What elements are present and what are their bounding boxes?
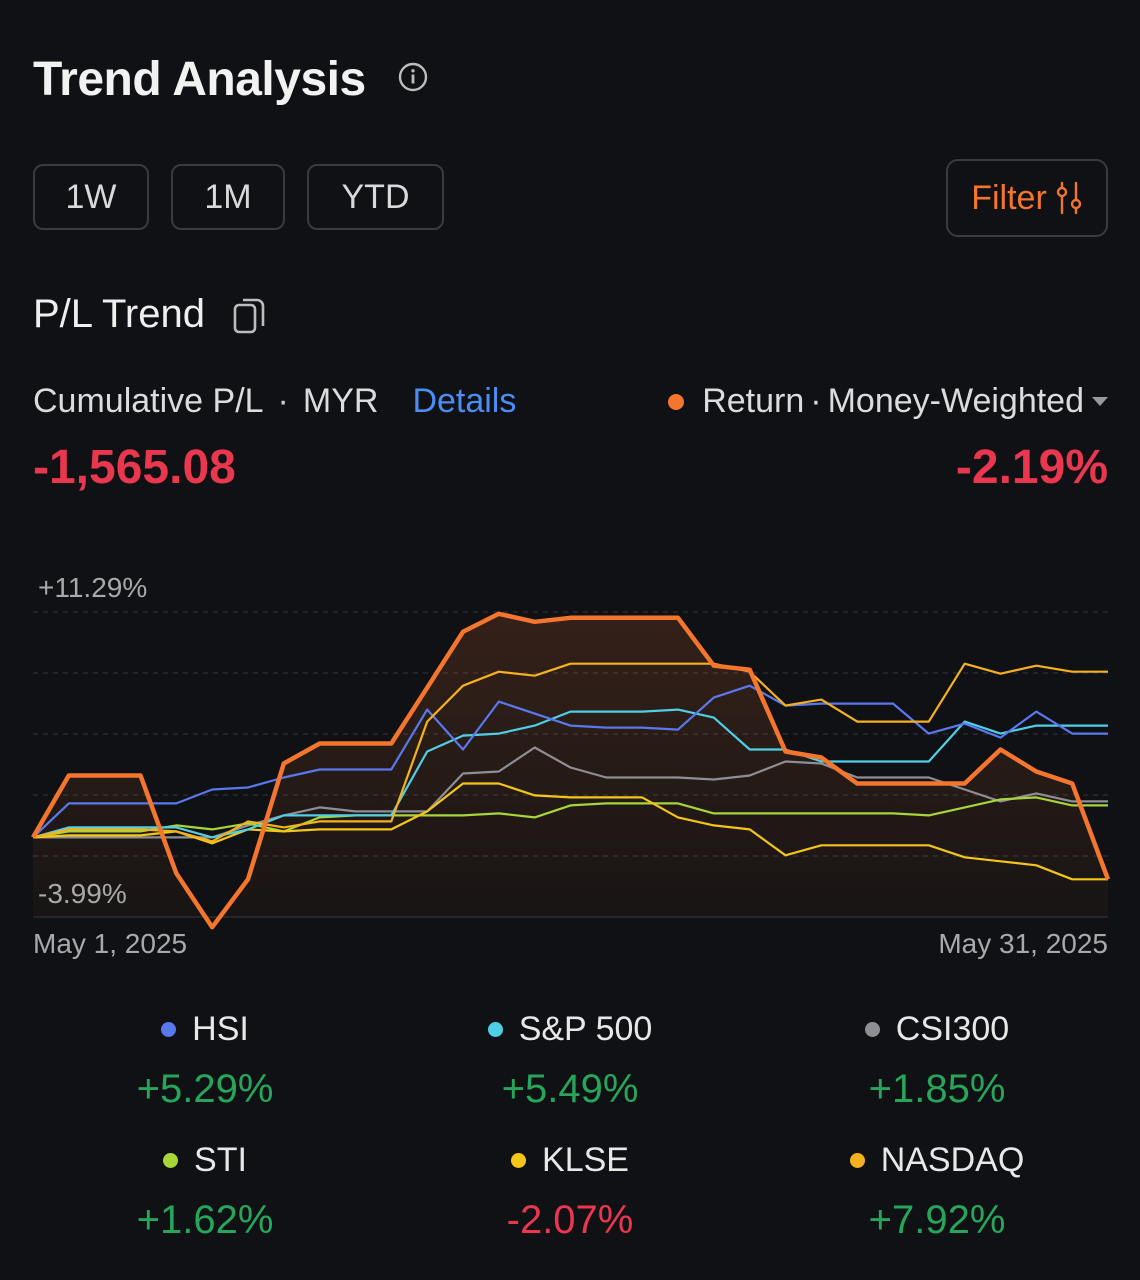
benchmark-label: KLSE bbox=[542, 1141, 629, 1179]
legend-dot bbox=[849, 1153, 865, 1168]
return-label: Return bbox=[702, 382, 805, 420]
legend-dot bbox=[864, 1022, 880, 1037]
filter-label: Filter bbox=[971, 178, 1047, 217]
return-dot bbox=[668, 393, 685, 410]
benchmark-csi300[interactable]: CSI300 +1.85% bbox=[787, 1010, 1087, 1112]
series-line-hsi bbox=[32, 684, 1108, 839]
benchmark-nasdaq[interactable]: NASDAQ +7.92% bbox=[787, 1141, 1087, 1243]
series-line-sti bbox=[32, 796, 1108, 839]
benchmark-label: HSI bbox=[192, 1010, 249, 1048]
sliders-icon bbox=[1056, 181, 1081, 215]
y-axis-bottom-label: -3.99% bbox=[38, 878, 127, 909]
benchmark-value: +1.62% bbox=[136, 1198, 274, 1242]
legend-dot bbox=[161, 1022, 177, 1037]
separator: · bbox=[810, 382, 822, 420]
benchmark-value: +5.29% bbox=[136, 1067, 274, 1111]
benchmark-label: S&P 500 bbox=[518, 1010, 653, 1048]
series-line-s-p-500 bbox=[32, 708, 1108, 839]
page-title: Trend Analysis bbox=[33, 53, 366, 106]
legend-dot bbox=[487, 1022, 503, 1037]
benchmark-name: CSI300 bbox=[787, 1010, 1087, 1049]
legend-dot bbox=[511, 1153, 527, 1168]
period-1m-button[interactable]: 1M bbox=[171, 164, 285, 230]
series-line-return bbox=[31, 611, 1111, 930]
filter-button[interactable]: Filter bbox=[946, 159, 1108, 237]
section-title: P/L Trend bbox=[33, 292, 205, 336]
benchmark-hsi[interactable]: HSI +5.29% bbox=[55, 1010, 355, 1112]
caret-down-icon bbox=[1092, 397, 1108, 406]
return-mode-selector[interactable]: Return · Money-Weighted bbox=[668, 382, 1108, 421]
benchmark-sti[interactable]: STI +1.62% bbox=[55, 1141, 355, 1243]
cumulative-label: Cumulative P/L bbox=[33, 382, 264, 420]
x-axis-end-label: May 31, 2025 bbox=[938, 928, 1108, 959]
benchmark-klse[interactable]: KLSE -2.07% bbox=[420, 1141, 720, 1243]
benchmark-label: STI bbox=[194, 1141, 247, 1179]
benchmark-value: -2.07% bbox=[506, 1198, 634, 1242]
y-axis-top-label: +11.29% bbox=[38, 572, 148, 603]
period-1w-button[interactable]: 1W bbox=[33, 164, 149, 230]
period-ytd-button[interactable]: YTD bbox=[307, 164, 444, 230]
benchmark-s-p-500[interactable]: S&P 500 +5.49% bbox=[420, 1010, 720, 1112]
copy-icon[interactable] bbox=[232, 295, 270, 335]
benchmark-label: CSI300 bbox=[895, 1010, 1010, 1048]
benchmark-value: +5.49% bbox=[501, 1067, 639, 1111]
info-circle-icon[interactable] bbox=[398, 62, 428, 92]
cumulative-value: -1,565.08 bbox=[33, 441, 236, 494]
return-area-fill bbox=[33, 613, 1108, 928]
details-link[interactable]: Details bbox=[412, 382, 517, 420]
benchmark-label: NASDAQ bbox=[880, 1141, 1025, 1179]
series-line-klse bbox=[32, 782, 1108, 881]
benchmark-name: S&P 500 bbox=[420, 1010, 720, 1049]
benchmark-value: +1.85% bbox=[868, 1067, 1006, 1111]
legend-dot bbox=[163, 1153, 179, 1168]
series-line-nasdaq bbox=[32, 662, 1108, 843]
pl-trend-chart bbox=[31, 611, 1111, 930]
benchmark-name: HSI bbox=[55, 1010, 355, 1049]
benchmark-name: NASDAQ bbox=[787, 1141, 1087, 1180]
benchmark-name: KLSE bbox=[420, 1141, 720, 1180]
x-axis-start-label: May 1, 2025 bbox=[33, 928, 188, 959]
benchmark-value: +7.92% bbox=[868, 1198, 1006, 1242]
benchmark-name: STI bbox=[55, 1141, 355, 1180]
separator: · bbox=[277, 382, 289, 420]
cumulative-header: Cumulative P/L · MYR Details bbox=[33, 382, 516, 421]
return-mode: Money-Weighted bbox=[827, 382, 1084, 420]
return-value: -2.19% bbox=[955, 441, 1108, 494]
currency-label: MYR bbox=[302, 382, 379, 420]
